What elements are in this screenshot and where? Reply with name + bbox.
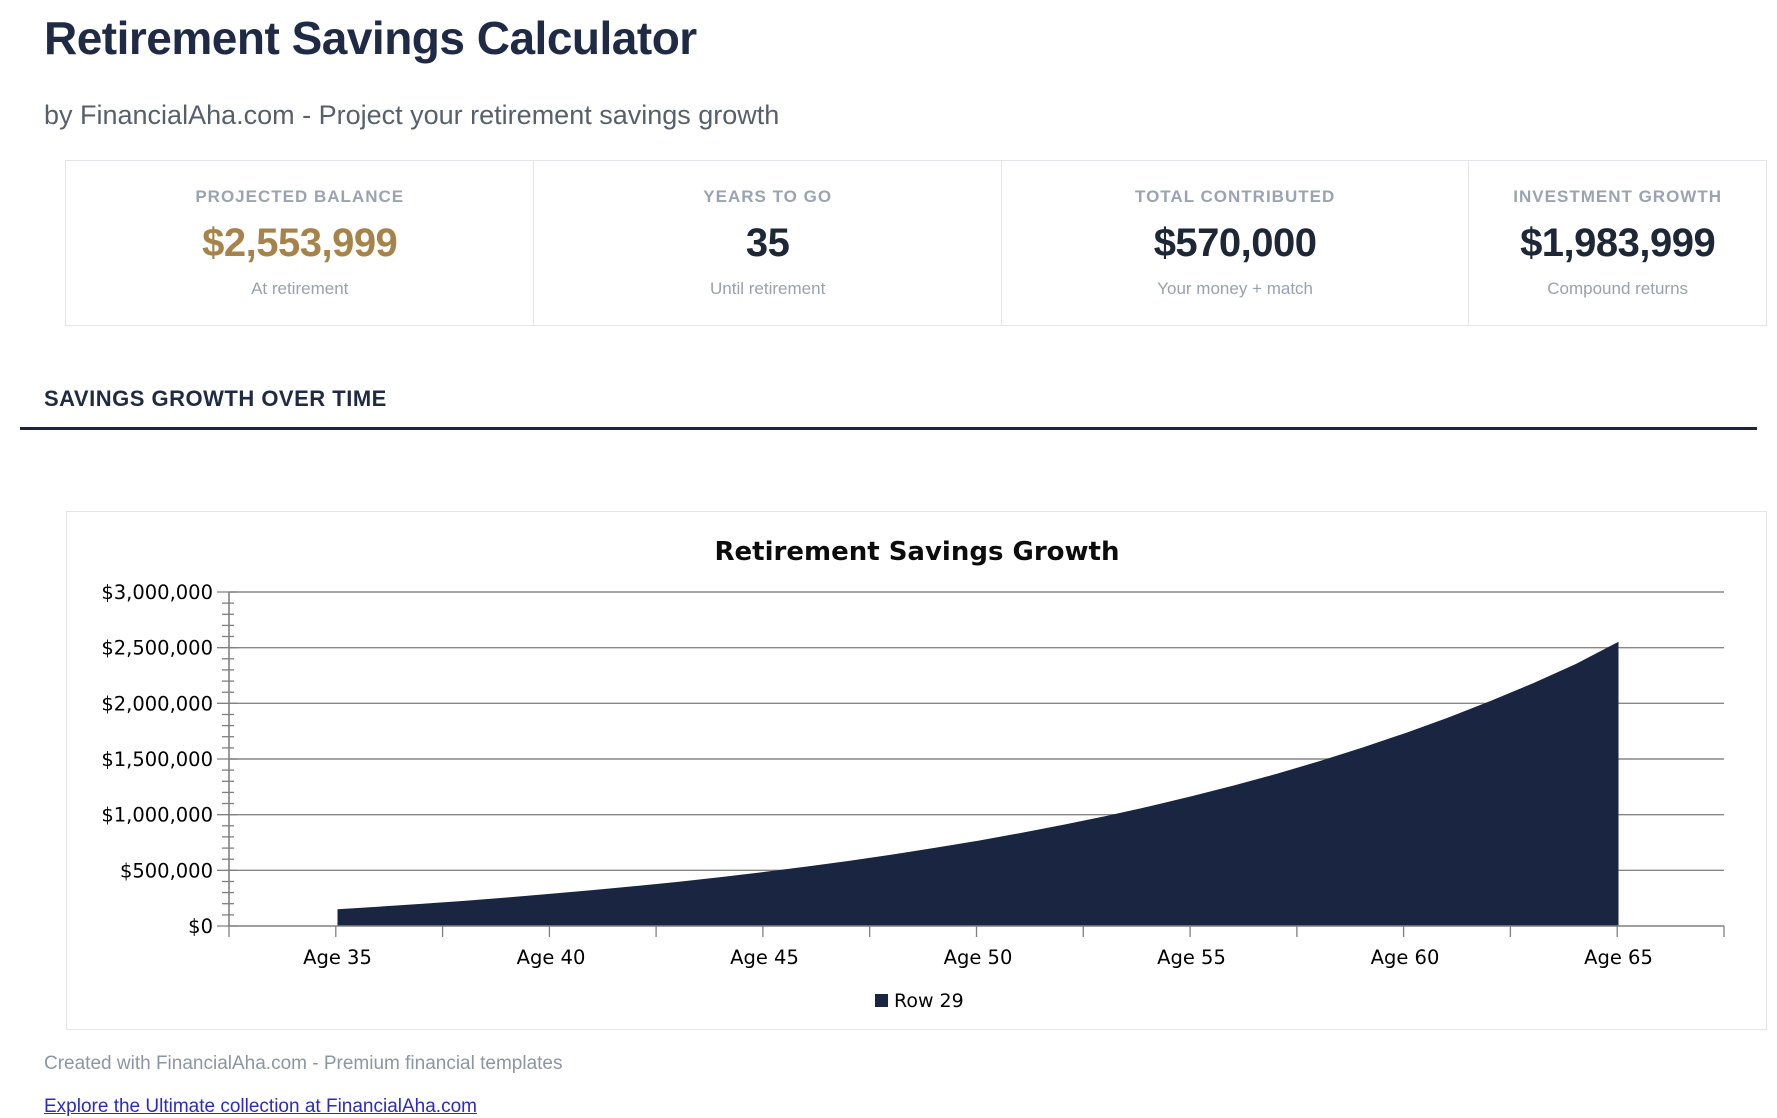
x-tick-label: Age 60 bbox=[1371, 946, 1440, 969]
stat-sublabel: Your money + match bbox=[1157, 278, 1313, 298]
stat-value: 35 bbox=[745, 220, 790, 265]
x-tick-label: Age 55 bbox=[1157, 946, 1226, 969]
stat-card-years-to-go: YEARS TO GO 35 Until retirement bbox=[533, 160, 1000, 325]
stat-label: INVESTMENT GROWTH bbox=[1513, 186, 1723, 206]
stat-card-investment-growth: INVESTMENT GROWTH $1,983,999 Compound re… bbox=[1468, 160, 1766, 325]
y-tick-label: $1,500,000 bbox=[101, 748, 213, 771]
page-subtitle: by FinancialAha.com - Project your retir… bbox=[44, 99, 780, 130]
stat-card-projected-balance: PROJECTED BALANCE $2,553,999 At retireme… bbox=[66, 161, 533, 325]
section-heading: SAVINGS GROWTH OVER TIME bbox=[44, 385, 387, 411]
x-tick-label: Age 35 bbox=[303, 946, 372, 969]
x-tick-label: Age 50 bbox=[944, 946, 1013, 969]
stat-label: YEARS TO GO bbox=[703, 186, 833, 206]
savings-growth-chart: $0 $500,000 $1,000,000 $1,500,000 $2,000,000… bbox=[101, 537, 1725, 1012]
stat-label: PROJECTED BALANCE bbox=[195, 186, 405, 206]
legend-label: Row 29 bbox=[894, 990, 964, 1012]
chart-title: Retirement Savings Growth bbox=[715, 537, 1120, 567]
stat-sublabel: At retirement bbox=[251, 278, 349, 298]
stat-card-total-contributed: TOTAL CONTRIBUTED $570,000 Your money + … bbox=[1000, 160, 1468, 325]
stat-sublabel: Compound returns bbox=[1547, 278, 1689, 298]
page-title: Retirement Savings Calculator bbox=[44, 12, 697, 64]
chart-container: $0 $500,000 $1,000,000 $1,500,000 $2,000,000… bbox=[66, 510, 1767, 1030]
y-tick-label: $2,000,000 bbox=[101, 692, 213, 715]
x-tick-label: Age 45 bbox=[730, 946, 799, 969]
area-series bbox=[337, 641, 1619, 926]
stats-strip: PROJECTED BALANCE $2,553,999 At retireme… bbox=[65, 159, 1767, 326]
legend-swatch bbox=[875, 993, 888, 1007]
stat-value: $1,983,999 bbox=[1520, 220, 1716, 265]
y-tick-label: $500,000 bbox=[120, 859, 213, 882]
y-tick-label: $0 bbox=[188, 915, 213, 938]
stat-label: TOTAL CONTRIBUTED bbox=[1135, 186, 1336, 206]
stat-value: $570,000 bbox=[1153, 220, 1317, 265]
y-tick-label: $2,500,000 bbox=[101, 636, 213, 659]
y-tick-label: $1,000,000 bbox=[101, 803, 213, 826]
y-tick-label: $3,000,000 bbox=[101, 581, 213, 604]
stat-sublabel: Until retirement bbox=[710, 278, 826, 298]
x-tick-label: Age 65 bbox=[1584, 946, 1653, 969]
section-divider bbox=[20, 426, 1757, 430]
x-tick-label: Age 40 bbox=[517, 946, 586, 969]
footer-note: Created with FinancialAha.com - Premium … bbox=[44, 1052, 563, 1074]
explore-collection-link[interactable]: Explore the Ultimate collection at Finan… bbox=[44, 1095, 477, 1117]
footer-link-row: Explore the Ultimate collection at Finan… bbox=[20, 1096, 1757, 1118]
stat-value: $2,553,999 bbox=[202, 220, 398, 265]
